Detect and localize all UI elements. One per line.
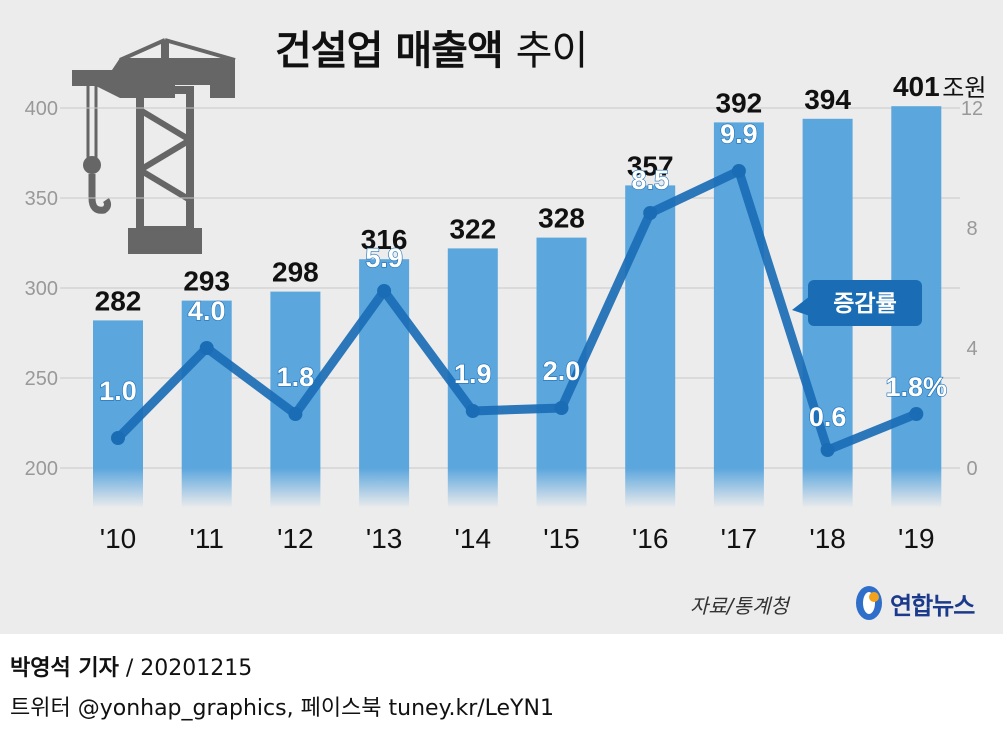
x-axis: '10 '11 '12 '13 '14 '15 '16 '17 '18 '19 — [100, 523, 935, 554]
legend: 증감률 — [792, 280, 922, 326]
rate-point — [554, 401, 569, 415]
yonhap-logo: 연합뉴스 — [852, 583, 975, 623]
date: 20201215 — [140, 656, 253, 681]
x-tick-label: '19 — [898, 523, 935, 554]
bar-value-label: 293 — [183, 266, 230, 297]
bar — [536, 237, 587, 468]
x-tick-label: '15 — [543, 523, 580, 554]
data-labels: 282 293 298 316 322 328 357 392 394 401 조원 1.0 4.0 1.… — [95, 71, 987, 432]
bar-fade — [181, 468, 232, 508]
chart-panel: 200 250 300 350 400 0 4 8 12 282 293 298 316 322 328… — [0, 0, 1003, 634]
bar-fade — [447, 468, 498, 508]
unit-label: 조원 — [942, 74, 986, 102]
y-left-tick-label: 200 — [25, 458, 58, 480]
bar-fade — [359, 468, 410, 508]
title-light: 추이 — [515, 28, 589, 74]
rate-point — [199, 341, 214, 355]
rate-label: 1.8 — [277, 362, 315, 392]
bar-value-label: 316 — [361, 224, 408, 255]
bar-fade — [713, 468, 764, 508]
y-left-tick-label: 350 — [25, 188, 58, 210]
rate-label: 2.0 — [543, 356, 581, 386]
rate-line — [114, 166, 918, 455]
bar-value-label: 357 — [627, 150, 674, 181]
yonhap-logo-icon — [856, 586, 882, 620]
rate-point — [377, 284, 392, 298]
right-axis: 0 4 8 12 — [961, 98, 983, 480]
legend-box — [808, 280, 922, 326]
logo-text: 연합뉴스 — [890, 591, 975, 620]
rate-point — [288, 407, 303, 421]
rate-label: 1.9 — [454, 359, 492, 389]
bar-fade — [93, 468, 143, 508]
rate-point — [465, 404, 480, 418]
separator: / — [125, 656, 141, 681]
y-right-tick-label: 12 — [961, 98, 983, 120]
bar-fade — [536, 468, 587, 508]
rate-label: 0.6 — [809, 402, 847, 432]
x-tick-label: '16 — [632, 523, 669, 554]
y-left-tick-label: 400 — [25, 98, 58, 120]
line-series — [111, 164, 924, 457]
reporter-name: 박영석 기자 — [10, 656, 119, 681]
chart: 200 250 300 350 400 0 4 8 12 282 293 298 316 322 328… — [25, 38, 987, 554]
bar — [181, 300, 232, 468]
legend-label: 증감률 — [833, 291, 896, 317]
y-left-tick-label: 250 — [25, 368, 58, 390]
x-tick-label: '11 — [189, 523, 223, 554]
rate-label: 9.9 — [720, 119, 758, 149]
y-right-tick-label: 8 — [966, 218, 977, 240]
bar-value-label: 401 — [893, 71, 940, 102]
bar-value-label: 282 — [95, 285, 142, 316]
credit-line: 박영석 기자 / 20201215 — [10, 650, 252, 682]
y-right-tick-label: 4 — [966, 338, 977, 360]
x-tick-label: '14 — [455, 523, 492, 554]
x-tick-label: '10 — [100, 523, 137, 554]
bar-value-label: 394 — [804, 84, 851, 115]
rate-point — [731, 164, 746, 178]
rate-label: 1.8% — [886, 372, 948, 402]
title-bold: 건설업 매출액 — [275, 28, 504, 74]
bar-value-label: 328 — [538, 203, 585, 234]
y-right-tick-label: 0 — [966, 458, 977, 480]
rate-label: 4.0 — [188, 296, 226, 326]
rate-label: 8.5 — [631, 165, 669, 195]
legend-pointer — [792, 296, 810, 316]
bar — [447, 248, 498, 468]
left-axis: 200 250 300 350 400 — [25, 98, 58, 480]
x-tick-label: '13 — [366, 523, 403, 554]
crane-icon — [72, 38, 236, 254]
bar-value-label: 322 — [449, 213, 496, 244]
bar-fade — [625, 468, 676, 508]
bar — [625, 185, 676, 468]
rate-point — [111, 431, 125, 445]
bar-value-label: 298 — [272, 257, 319, 288]
rate-point — [820, 443, 835, 457]
y-left-tick-label: 300 — [25, 278, 58, 300]
source-note: 자료/통계청 — [690, 594, 789, 618]
bar-fade — [270, 468, 321, 508]
rate-label: 1.0 — [99, 376, 137, 406]
x-tick-label: '18 — [809, 523, 846, 554]
sns-line: 트위터 @yonhap_graphics, 페이스북 tuney.kr/LeYN… — [10, 696, 554, 721]
rate-point — [909, 407, 924, 421]
x-tick-label: '17 — [721, 523, 758, 554]
bar — [270, 291, 321, 468]
rate-point — [643, 206, 658, 220]
chart-title: 건설업 매출액 추이 — [275, 18, 589, 76]
bar-fade — [802, 468, 853, 508]
rate-label: 5.9 — [365, 243, 403, 273]
bar-value-label: 392 — [716, 87, 763, 118]
x-tick-label: '12 — [277, 523, 314, 554]
bar-fade — [891, 468, 942, 508]
